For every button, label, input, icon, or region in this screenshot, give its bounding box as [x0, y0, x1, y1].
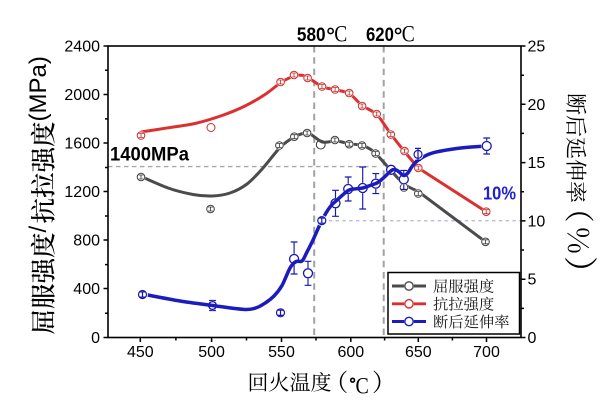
svg-text:580: 580 — [297, 24, 326, 46]
svg-text:1400MPa: 1400MPa — [110, 145, 189, 166]
svg-text:400: 400 — [73, 281, 100, 298]
svg-text:C: C — [334, 21, 347, 47]
svg-text:500: 500 — [198, 344, 225, 361]
svg-text:2000: 2000 — [64, 87, 100, 104]
svg-text:C: C — [356, 374, 369, 400]
svg-text:450: 450 — [127, 344, 154, 361]
svg-text:620: 620 — [366, 24, 394, 46]
svg-text:550: 550 — [268, 344, 295, 361]
svg-text:5: 5 — [528, 272, 537, 289]
svg-text:C: C — [402, 21, 415, 47]
svg-text:800: 800 — [73, 233, 100, 250]
svg-text:15: 15 — [528, 155, 546, 172]
svg-text:10: 10 — [528, 213, 546, 230]
svg-text:20: 20 — [528, 97, 546, 114]
svg-text:0: 0 — [91, 330, 100, 347]
svg-text:10%: 10% — [483, 183, 516, 204]
svg-text:25: 25 — [528, 39, 546, 56]
svg-text:1600: 1600 — [64, 136, 100, 153]
svg-text:/: / — [25, 226, 52, 233]
svg-text:650: 650 — [405, 344, 432, 361]
svg-text:2400: 2400 — [64, 39, 100, 56]
svg-text:0: 0 — [528, 330, 537, 347]
svg-text:(MPa): (MPa) — [25, 56, 52, 121]
svg-text:700: 700 — [473, 344, 500, 361]
svg-text:1200: 1200 — [64, 184, 100, 201]
svg-text:600: 600 — [337, 344, 364, 361]
